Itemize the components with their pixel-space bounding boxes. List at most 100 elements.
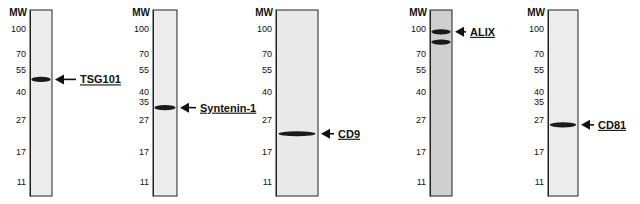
tick-label: 17 [416,147,426,157]
bands [154,105,175,110]
tick-label: 55 [139,65,149,75]
tick: 11 [140,177,153,187]
membrane-strip [276,10,318,196]
tick-label: 70 [139,48,149,58]
bands [279,131,316,136]
tick-label: 11 [417,177,426,187]
tick-label: 17 [139,147,149,157]
arrow-shaft [62,79,76,81]
tick: 35 [534,97,548,107]
arrow-head [581,120,590,130]
tick: 17 [534,147,548,157]
bands [31,77,50,82]
tick: 70 [262,48,276,58]
mw-axis: 100 70 55 40 27 17 11 [411,11,431,197]
bands [431,29,450,44]
protein-label: CD81 [598,119,626,131]
tick: 11 [263,177,276,187]
blot-panel: 10070554035271711MWSyntenin-1 [132,7,256,197]
band [550,122,576,127]
tick: 27 [16,115,30,125]
tick: 55 [416,65,430,75]
tick: 17 [139,147,153,157]
tick-label: 27 [534,115,544,125]
tick-label: 40 [416,87,426,97]
tick: 100 [11,24,30,34]
tick: 11 [535,177,548,187]
axis-title: MW [255,7,273,18]
mw-axis: 10070554035271711 [134,11,154,197]
tick: 17 [262,147,276,157]
tick-label: 11 [535,177,544,187]
tick-label: 70 [534,48,544,58]
tick: 27 [534,115,548,125]
arrow-head [321,129,330,139]
tick-label: 55 [16,65,26,75]
tick-label: 11 [263,177,272,187]
membrane-strip [153,10,177,196]
band [279,131,316,136]
tick: 27 [139,115,153,125]
blot-panel: 100 70 55 40 27 17 11 MW ALIX [409,7,496,197]
tick-label: 100 [257,24,272,34]
band [154,105,175,110]
tick: 17 [16,147,30,157]
axis-title: MW [9,7,27,18]
tick: 100 [257,24,276,34]
tick-label: 35 [139,97,149,107]
tick-label: 40 [262,87,272,97]
tick-label: 17 [534,147,544,157]
tick: 27 [416,115,430,125]
mw-axis: 10070554035271711 [529,11,549,197]
tick: 40 [262,87,276,97]
tick-label: 11 [17,177,26,187]
tick-label: 27 [262,115,272,125]
axis-line [30,11,31,197]
tick-label: 40 [16,87,26,97]
tick: 11 [17,177,30,187]
membrane-strip [430,10,452,196]
tick: 40 [16,87,30,97]
tick-label: 27 [16,115,26,125]
tick: 70 [416,48,430,58]
tick: 100 [134,24,153,34]
protein-label: Syntenin-1 [200,102,256,114]
arrow-head [55,74,64,84]
blot-panel: 100 70 55 40 27 17 11 MW TSG101 [9,7,121,197]
tick: 100 [529,24,548,34]
protein-label: CD9 [338,128,360,140]
tick: 40 [416,87,430,97]
tick: 55 [262,65,276,75]
tick-label: 100 [529,24,544,34]
mw-axis: 100 70 55 40 27 17 11 [257,11,277,197]
band [431,39,450,44]
protein-label: TSG101 [80,73,121,85]
tick: 27 [262,115,276,125]
figure: 100 70 55 40 27 17 11 MW TSG101 100 70 55 40 35 27 17 11… [0,0,640,204]
axis-line [548,11,549,197]
tick: 100 [411,24,430,34]
tick: 55 [139,65,153,75]
tick-label: 55 [534,65,544,75]
axis-line [153,11,154,197]
tick: 70 [534,48,548,58]
axis-line [276,11,277,197]
band [31,77,50,82]
tick: 55 [534,65,548,75]
tick-label: 100 [11,24,26,34]
axis-title: MW [409,7,427,18]
protein-label: ALIX [470,26,496,38]
tick-label: 35 [534,97,544,107]
tick-label: 100 [134,24,149,34]
tick-label: 55 [262,65,272,75]
tick-label: 11 [140,177,149,187]
blot-panel: 100 70 55 40 27 17 11 MW CD9 [255,7,360,197]
blot-panel: 10070554035271711MWCD81 [527,7,626,197]
tick-label: 70 [262,48,272,58]
membrane-strip [548,10,578,196]
tick: 11 [417,177,430,187]
tick-label: 100 [411,24,426,34]
tick: 70 [16,48,30,58]
axis-line [430,11,431,197]
arrow-head [180,103,189,113]
